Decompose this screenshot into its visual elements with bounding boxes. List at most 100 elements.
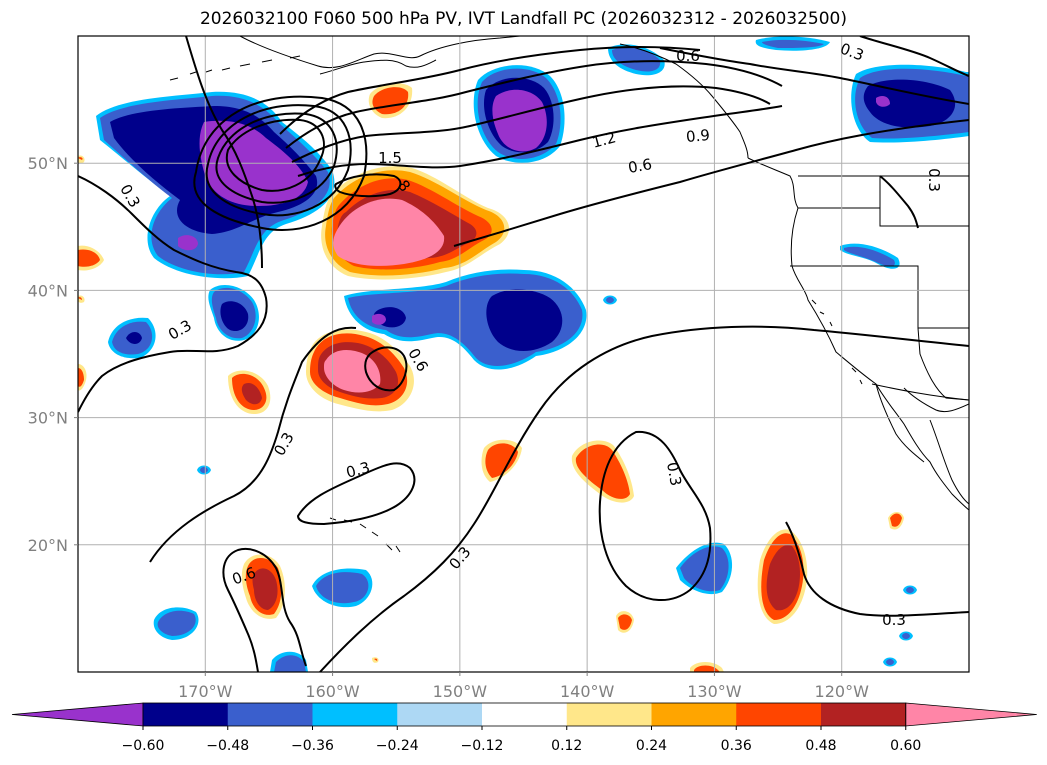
- contour-label: 1.5: [378, 149, 402, 167]
- contour-ring-3: [205, 104, 352, 217]
- positive-anomaly-far-west-1: [78, 245, 104, 271]
- y-tick-label: 50°N: [28, 154, 68, 173]
- coastline-alaska: [239, 36, 521, 68]
- coastline-gulf-california: [903, 387, 969, 413]
- contour-label: 0.3: [344, 458, 372, 482]
- positive-anomaly-dot-1: [78, 155, 85, 164]
- negative-anomaly-small-west: [208, 285, 259, 341]
- contour-ring-4: [193, 95, 368, 231]
- contour-ring-1: [225, 118, 325, 192]
- negative-anomaly-top-right: [755, 36, 830, 51]
- colorbar-segment: [736, 703, 822, 726]
- contour-label: 0.6: [676, 47, 700, 65]
- map-frame: [77, 35, 970, 673]
- border-or-ca: [790, 265, 919, 282]
- positive-anomaly-bottom: [690, 662, 724, 672]
- contour-0.6-top: [659, 47, 969, 105]
- colorbar-segment: [312, 703, 398, 726]
- positive-anomaly-hawaii-north: [481, 439, 522, 482]
- colorbar-segment: [143, 703, 229, 726]
- contour-0.3-hawaii-loop: [296, 462, 416, 526]
- positive-anomaly-dot-3: [372, 657, 379, 663]
- border-ca-az: [917, 327, 969, 401]
- colorbar-tick-label: 0.24: [636, 738, 667, 754]
- colorbar-tick-label: −0.24: [376, 738, 419, 754]
- contour-label: 0.3: [882, 611, 906, 629]
- contour-label: 0.3: [925, 168, 943, 192]
- positive-anomaly-far-west-2: [78, 364, 87, 391]
- y-tick-label: 20°N: [28, 536, 68, 555]
- negative-anomaly-south-4: [270, 651, 308, 672]
- negative-anomaly-south-1: [312, 568, 373, 608]
- contour-0.3-ne-east: [879, 175, 919, 229]
- contour-0.6-mid: [364, 346, 408, 392]
- contour-label: 0.9: [685, 126, 710, 146]
- positive-anomaly-bering-small: [368, 83, 413, 119]
- x-tick-label: 160°W: [305, 682, 360, 701]
- coastline-baja: [875, 383, 925, 463]
- contour-0.3-south-west: [222, 548, 307, 672]
- positive-anomaly-southwest: [241, 554, 285, 619]
- contour-0.3-big-south: [319, 325, 969, 672]
- negative-anomaly-speck-4: [903, 585, 917, 595]
- x-tick-label: 140°W: [560, 682, 615, 701]
- bay-area-islands: [811, 299, 863, 385]
- contour-0.3-se: [785, 521, 969, 617]
- negative-anomaly-west-coast: [840, 243, 900, 269]
- contour-0.3-north-west: [185, 36, 263, 269]
- colorbar-segment: [482, 703, 568, 726]
- colorbar-tick-label: −0.36: [291, 738, 334, 754]
- positive-anomaly-west-small: [228, 370, 271, 414]
- positive-anomaly-small-se: [888, 512, 904, 530]
- negative-anomaly-speck-5: [197, 465, 211, 475]
- colorbar-segment: [397, 703, 483, 726]
- contour-1.5: [285, 60, 783, 149]
- coastline-mainland-mexico: [929, 419, 969, 505]
- contour-0.6-main: [453, 119, 969, 247]
- negative-anomaly-speck-1: [883, 657, 897, 667]
- colorbar-segment: [227, 703, 313, 726]
- positive-anomaly-southeast: [757, 529, 808, 624]
- contour-0.3-east-loop: [598, 430, 712, 602]
- contour-label: 1.2: [590, 128, 618, 152]
- positive-anomaly-small-s: [616, 611, 634, 633]
- x-tick-label: 120°W: [815, 682, 870, 701]
- colorbar-tick-label: 0.36: [721, 738, 752, 754]
- colorbar-tick-label: −0.12: [461, 738, 504, 754]
- negative-anomaly-northeast: [851, 64, 969, 143]
- colorbar-tick-label: −0.60: [122, 738, 165, 754]
- colorbar-tick-label: 0.12: [551, 738, 582, 754]
- contour-0.3-west-loop: [78, 175, 268, 413]
- colorbar-tick-label: 0.48: [805, 738, 836, 754]
- colorbar-segment: [566, 703, 652, 726]
- contour-0.3-central: [149, 326, 357, 563]
- positive-anomaly-dot-2: [78, 295, 85, 303]
- border-us-mexico: [871, 383, 969, 401]
- negative-anomaly-speck-2: [899, 631, 913, 641]
- contour-label: 0.3: [663, 461, 685, 488]
- chart-title: 2026032100 F060 500 hPa PV, IVT Landfall…: [199, 9, 847, 29]
- colorbar-outline: [142, 702, 907, 727]
- contour-0.3-ne: [859, 36, 969, 77]
- contour-label: 0.6: [627, 155, 654, 177]
- colorbar-tick-label: 0.60: [890, 738, 921, 754]
- negative-anomaly-bc: [608, 44, 665, 76]
- contour-0.9: [297, 105, 783, 177]
- colorbar-segment: [821, 703, 907, 726]
- x-tick-label: 130°W: [687, 682, 742, 701]
- negative-anomaly-south-2: [153, 607, 199, 640]
- colorbar-extend-min: [11, 702, 144, 727]
- negative-anomaly-central-pacific: [344, 269, 587, 370]
- negative-anomaly-far-west: [108, 317, 156, 359]
- colorbar-segment: [651, 703, 737, 726]
- aleutian-islands: [169, 55, 301, 81]
- contour-ring-2: [215, 112, 338, 204]
- x-tick-label: 170°W: [178, 682, 233, 701]
- coastline-se-alaska: [619, 43, 749, 159]
- colorbar-extend-max: [905, 702, 1037, 727]
- colorbar-tick-label: −0.48: [206, 738, 249, 754]
- x-tick-label: 150°W: [433, 682, 488, 701]
- contour-1.2: [291, 85, 771, 163]
- coastline-alaska-peninsula: [319, 59, 437, 75]
